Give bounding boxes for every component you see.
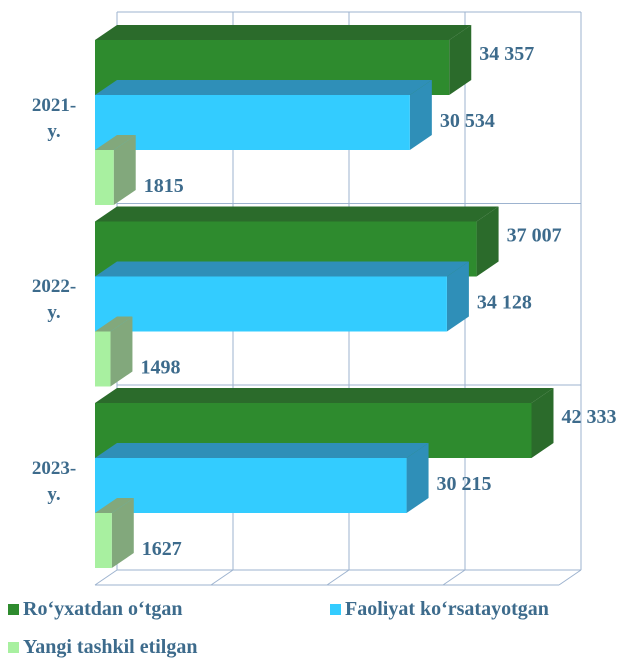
bar-top xyxy=(95,206,499,222)
legend-label: Faoliyat ko‘rsatayotgan xyxy=(345,598,549,620)
bar xyxy=(95,150,114,205)
bar xyxy=(95,331,111,387)
bar xyxy=(95,458,407,513)
legend-swatch xyxy=(8,604,19,615)
bar-side xyxy=(476,206,499,277)
floor-grid-line xyxy=(326,569,350,586)
legend-item: Yangi tashkil etilgan xyxy=(8,636,197,659)
bar-side xyxy=(113,135,136,205)
legend-label: Ro‘yxatdan o‘tgan xyxy=(23,598,183,620)
legend-swatch xyxy=(8,642,19,653)
bar-side xyxy=(446,261,469,332)
data-label: 34 357 xyxy=(479,43,534,65)
bar-top xyxy=(95,135,136,150)
bar-side xyxy=(110,316,133,387)
data-label: 42 333 xyxy=(562,406,617,428)
data-label: 1815 xyxy=(144,175,184,197)
legend-item: Ro‘yxatdan o‘tgan xyxy=(8,598,182,621)
category-label: 2021-y. xyxy=(31,94,77,142)
bar-top xyxy=(95,316,133,332)
bar xyxy=(95,95,410,150)
legend-item: Faoliyat ko‘rsatayotgan xyxy=(330,598,549,621)
floor-grid-line xyxy=(558,569,582,586)
bar-side xyxy=(449,25,472,95)
data-label: 30 534 xyxy=(440,110,495,132)
bar-side xyxy=(406,443,429,513)
bar-side xyxy=(531,388,554,458)
bar-top xyxy=(95,388,554,403)
floor-grid-line xyxy=(442,569,466,586)
floor-grid-line xyxy=(94,569,118,586)
bar-top xyxy=(95,25,472,40)
bar-top xyxy=(95,498,134,513)
bar-top xyxy=(95,443,429,458)
bar-side xyxy=(111,498,134,568)
data-label: 1498 xyxy=(140,357,180,379)
legend-swatch xyxy=(330,604,341,615)
data-label: 30 215 xyxy=(437,473,492,495)
category-label: 2022-y. xyxy=(31,276,77,323)
bar xyxy=(95,276,447,332)
bar-top xyxy=(95,80,432,95)
bar-side xyxy=(409,80,432,150)
floor-grid-line xyxy=(210,569,234,586)
data-label: 1627 xyxy=(142,538,182,560)
data-label: 34 128 xyxy=(477,292,532,314)
category-label: 2023-y. xyxy=(31,457,77,505)
bar xyxy=(95,513,112,568)
bar-top xyxy=(95,261,469,277)
legend-label: Yangi tashkil etilgan xyxy=(23,636,198,658)
data-label: 37 007 xyxy=(507,225,562,247)
